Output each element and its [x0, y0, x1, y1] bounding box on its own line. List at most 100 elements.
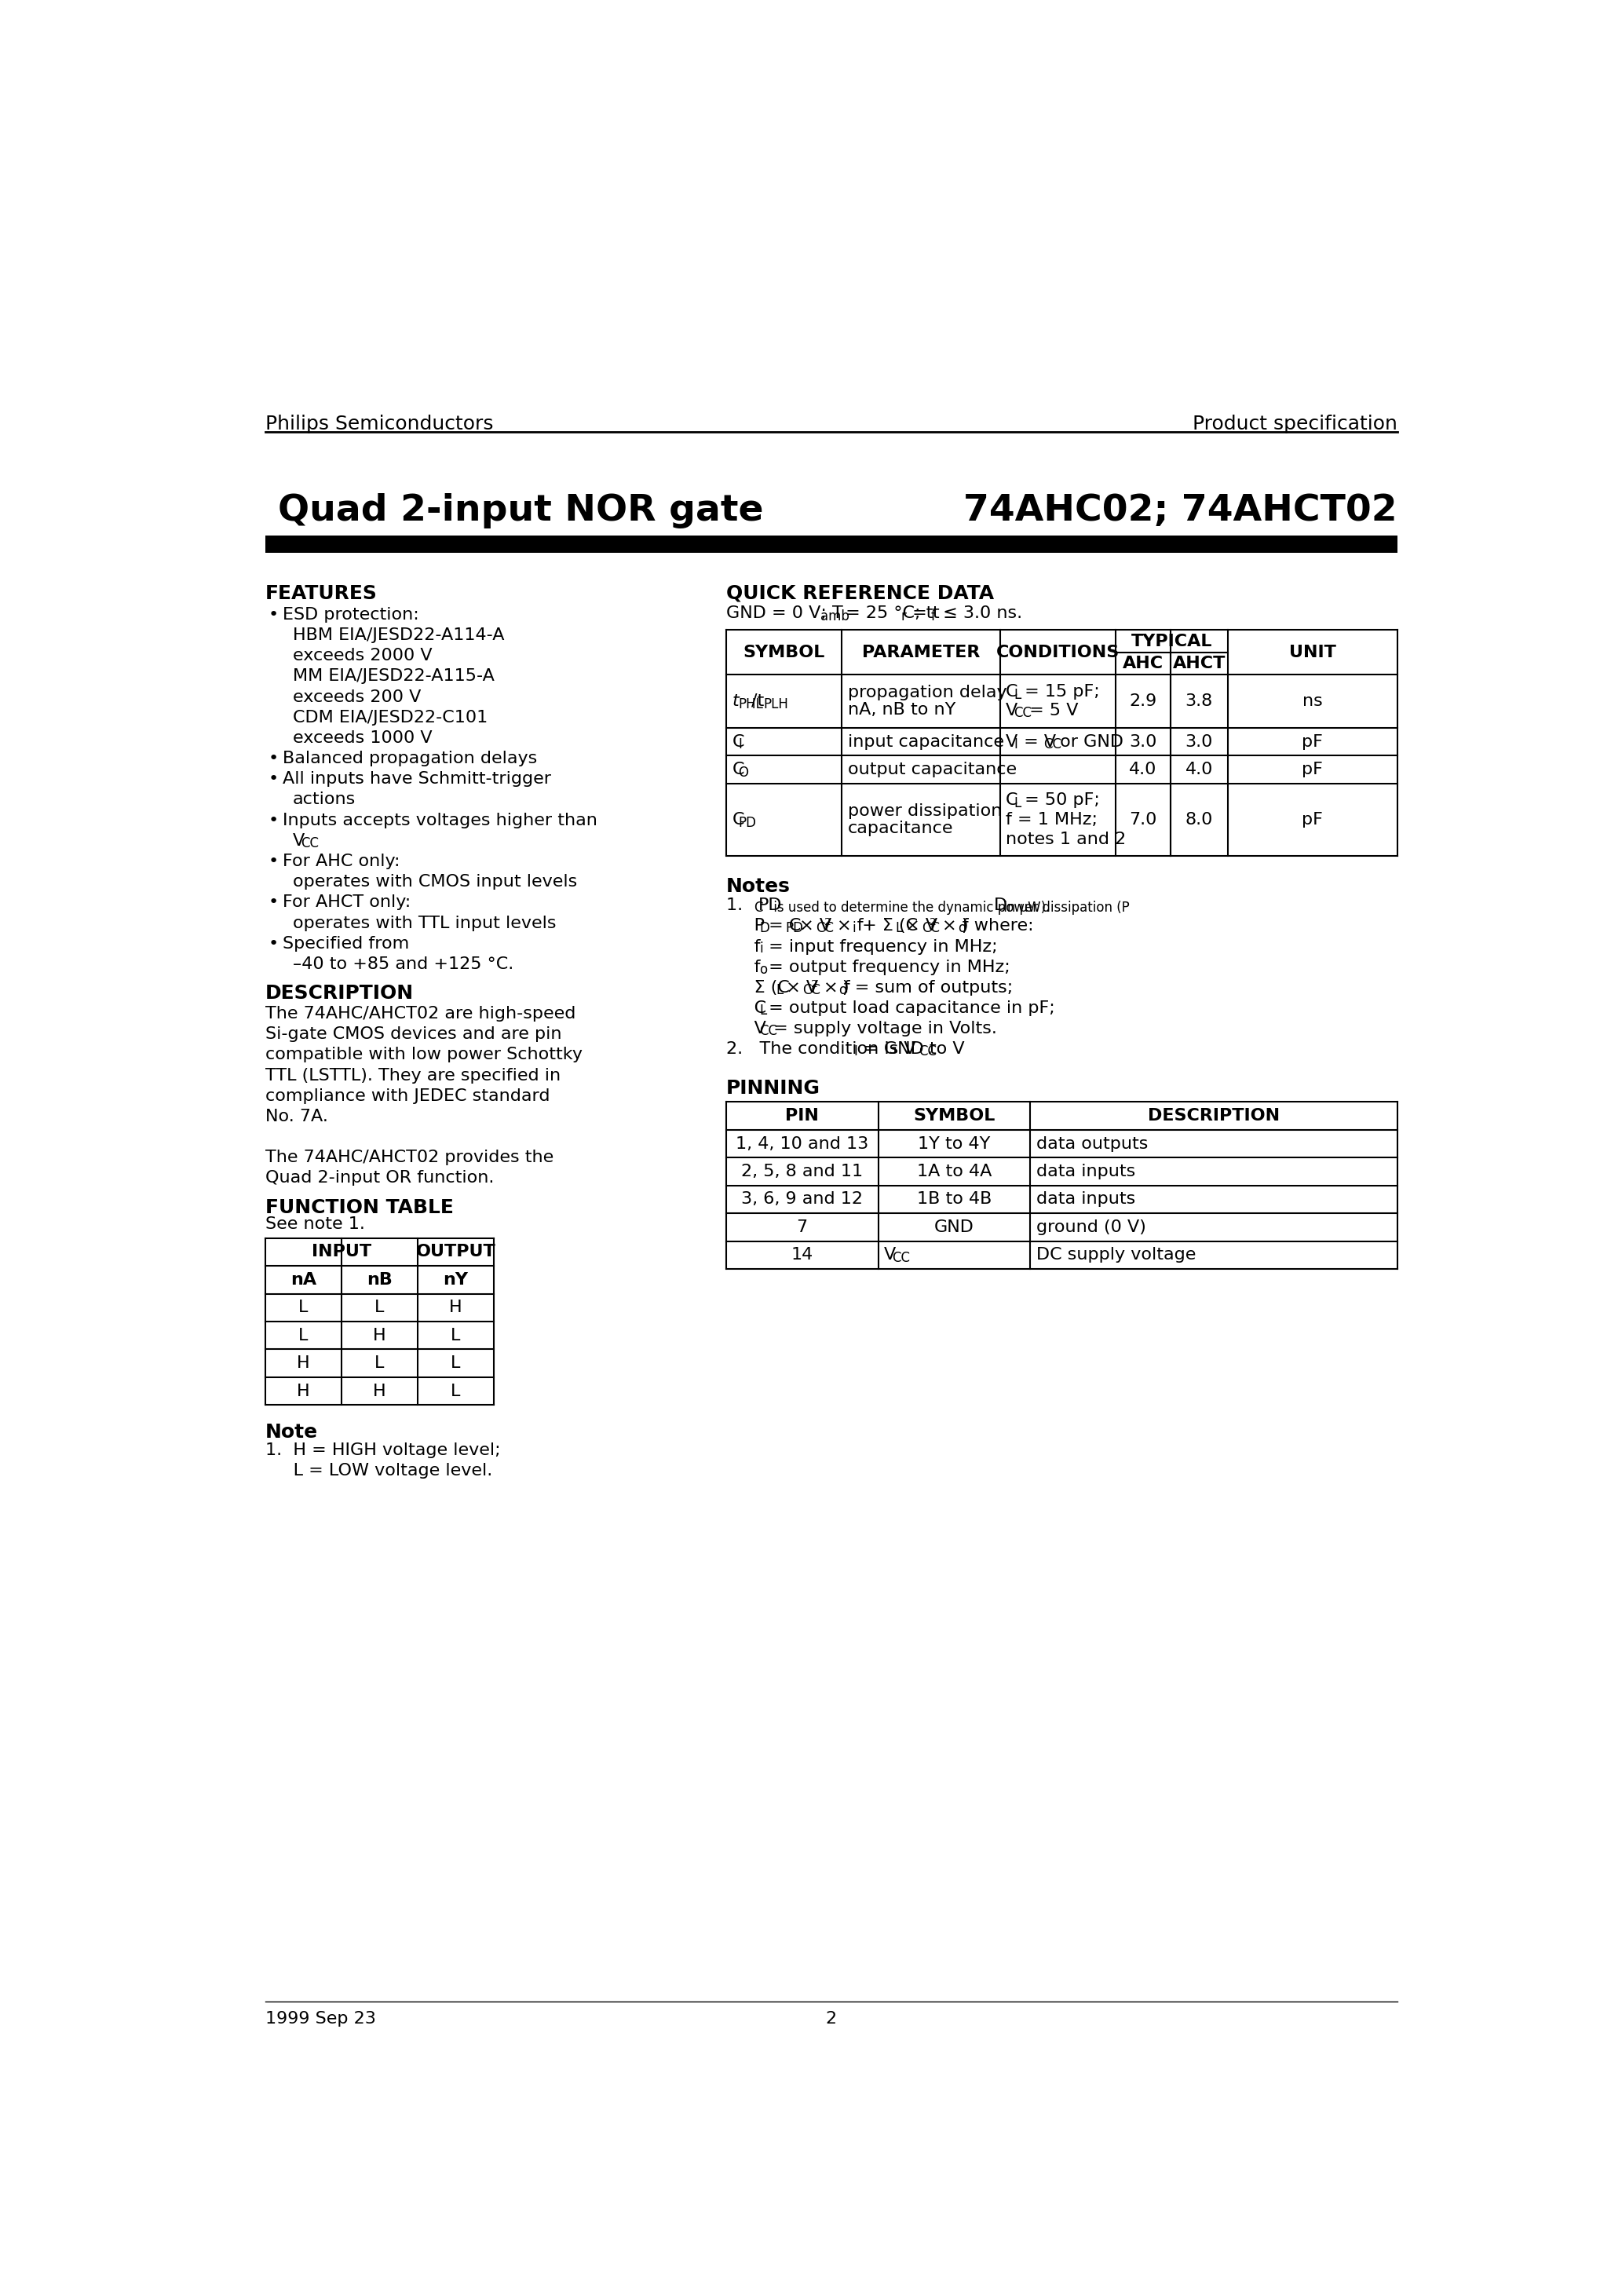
Text: 1A to 4A: 1A to 4A [916, 1164, 991, 1180]
Text: f: f [727, 939, 761, 955]
Text: H: H [297, 1355, 310, 1371]
Text: input capacitance: input capacitance [848, 735, 1004, 748]
Text: capacitance: capacitance [848, 820, 954, 836]
Text: DC supply voltage: DC supply voltage [1036, 1247, 1195, 1263]
Text: CC: CC [1043, 737, 1062, 751]
Text: 1, 4, 10 and 13: 1, 4, 10 and 13 [736, 1137, 868, 1153]
Text: r: r [900, 608, 907, 625]
Text: Si-gate CMOS devices and are pin: Si-gate CMOS devices and are pin [266, 1026, 561, 1042]
Text: o: o [759, 962, 767, 976]
Bar [266, 535, 1397, 553]
Text: Quad 2-input OR function.: Quad 2-input OR function. [266, 1171, 495, 1187]
Text: 2, 5, 8 and 11: 2, 5, 8 and 11 [741, 1164, 863, 1180]
Text: actions: actions [294, 792, 355, 808]
Text: H: H [449, 1300, 462, 1316]
Text: QUICK REFERENCE DATA: QUICK REFERENCE DATA [727, 583, 994, 604]
Text: f: f [931, 608, 936, 625]
Text: Σ (C: Σ (C [727, 980, 790, 996]
Text: •: • [269, 895, 279, 909]
Text: P: P [727, 918, 764, 934]
Text: •: • [269, 751, 279, 767]
Text: MM EIA/JESD22-A115-A: MM EIA/JESD22-A115-A [294, 668, 495, 684]
Text: Product specification: Product specification [1192, 416, 1397, 434]
Text: ² × f: ² × f [824, 918, 863, 934]
Text: pF: pF [1302, 735, 1324, 748]
Text: L: L [451, 1327, 461, 1343]
Text: Specified from: Specified from [282, 937, 409, 951]
Text: I: I [853, 1045, 858, 1058]
Text: V: V [884, 1247, 897, 1263]
Text: INPUT: INPUT [311, 1244, 371, 1261]
Text: = 15 pF;: = 15 pF; [1019, 684, 1100, 700]
Text: –40 to +85 and +125 °C.: –40 to +85 and +125 °C. [294, 957, 514, 971]
Text: Philips Semiconductors: Philips Semiconductors [266, 416, 493, 434]
Text: Quad 2-input NOR gate: Quad 2-input NOR gate [277, 494, 764, 528]
Text: o: o [839, 983, 847, 996]
Text: f = 1 MHz;: f = 1 MHz; [1006, 813, 1098, 827]
Text: in μW).: in μW). [999, 900, 1049, 914]
Text: D: D [759, 921, 769, 934]
Text: CC: CC [921, 921, 939, 934]
Text: CC: CC [1014, 707, 1032, 721]
Text: exceeds 200 V: exceeds 200 V [294, 689, 422, 705]
Text: 4.0: 4.0 [1129, 762, 1156, 778]
Text: C: C [732, 762, 744, 778]
Text: 7.0: 7.0 [1129, 813, 1156, 827]
Text: output capacitance: output capacitance [848, 762, 1017, 778]
Text: 4.0: 4.0 [1186, 762, 1213, 778]
Text: HBM EIA/JESD22-A114-A: HBM EIA/JESD22-A114-A [294, 627, 504, 643]
Text: FUNCTION TABLE: FUNCTION TABLE [266, 1199, 454, 1217]
Text: TYPICAL: TYPICAL [1131, 634, 1212, 650]
Text: 1.  H = HIGH voltage level;: 1. H = HIGH voltage level; [266, 1442, 501, 1458]
Text: = output load capacitance in pF;: = output load capacitance in pF; [764, 1001, 1056, 1017]
Text: + Σ (C: + Σ (C [856, 918, 918, 934]
Text: For AHCT only:: For AHCT only: [282, 895, 410, 909]
Text: = 5 V: = 5 V [1023, 703, 1079, 719]
Text: L: L [451, 1355, 461, 1371]
Text: × V: × V [780, 980, 817, 996]
Text: GND = 0 V; T: GND = 0 V; T [727, 606, 843, 622]
Text: CC: CC [918, 1045, 938, 1058]
Text: exceeds 2000 V: exceeds 2000 V [294, 647, 431, 664]
Text: H: H [297, 1382, 310, 1398]
Text: C: C [1006, 684, 1019, 700]
Text: DESCRIPTION: DESCRIPTION [266, 985, 414, 1003]
Text: = supply voltage in Volts.: = supply voltage in Volts. [767, 1022, 998, 1038]
Text: = output frequency in MHz;: = output frequency in MHz; [764, 960, 1011, 976]
Text: Inputs accepts voltages higher than: Inputs accepts voltages higher than [282, 813, 597, 829]
Text: L: L [1014, 797, 1022, 810]
Text: = 50 pF;: = 50 pF; [1019, 792, 1100, 808]
Text: DESCRIPTION: DESCRIPTION [1148, 1109, 1280, 1123]
Text: ) = sum of outputs;: ) = sum of outputs; [842, 980, 1014, 996]
Text: L: L [375, 1300, 384, 1316]
Text: •: • [269, 813, 279, 829]
Text: SYMBOL: SYMBOL [913, 1109, 996, 1123]
Text: CC: CC [892, 1251, 910, 1265]
Text: PINNING: PINNING [727, 1079, 821, 1097]
Text: ² × f: ² × f [811, 980, 850, 996]
Text: PARAMETER: PARAMETER [861, 645, 980, 659]
Text: operates with CMOS input levels: operates with CMOS input levels [294, 875, 577, 891]
Text: exceeds 1000 V: exceeds 1000 V [294, 730, 431, 746]
Text: •: • [269, 937, 279, 951]
Text: L: L [375, 1355, 384, 1371]
Text: UNIT: UNIT [1289, 645, 1337, 659]
Text: PHL: PHL [738, 698, 762, 712]
Text: or GND: or GND [1054, 735, 1124, 748]
Text: CC: CC [816, 921, 834, 934]
Text: .: . [928, 1042, 933, 1056]
Text: t: t [732, 693, 740, 709]
Text: nY: nY [443, 1272, 469, 1288]
Text: PD: PD [738, 815, 756, 829]
Text: V: V [727, 1022, 766, 1038]
Text: f: f [727, 960, 761, 976]
Text: L: L [298, 1300, 308, 1316]
Text: ground (0 V): ground (0 V) [1036, 1219, 1147, 1235]
Text: GND: GND [934, 1219, 975, 1235]
Text: × V: × V [795, 918, 832, 934]
Text: L: L [1014, 689, 1022, 703]
Text: AHC: AHC [1122, 657, 1163, 670]
Text: 1Y to 4Y: 1Y to 4Y [918, 1137, 991, 1153]
Text: ≤ 3.0 ns.: ≤ 3.0 ns. [938, 606, 1022, 622]
Text: 3.0: 3.0 [1186, 735, 1213, 748]
